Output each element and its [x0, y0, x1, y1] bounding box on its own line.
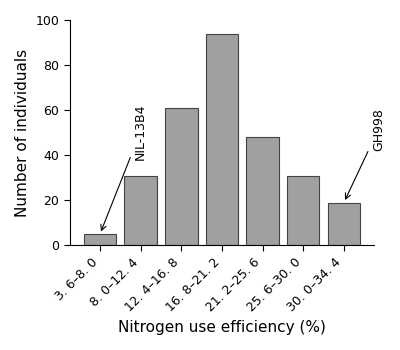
Bar	[246, 137, 279, 245]
X-axis label: Nitrogen use efficiency (%): Nitrogen use efficiency (%)	[118, 320, 326, 335]
Bar	[328, 203, 360, 245]
Bar	[165, 108, 198, 245]
Text: GH998: GH998	[346, 108, 385, 199]
Bar	[124, 176, 157, 245]
Text: NIL-13B4: NIL-13B4	[101, 103, 147, 230]
Y-axis label: Number of individuals: Number of individuals	[15, 49, 30, 217]
Bar	[287, 176, 320, 245]
Bar	[206, 34, 238, 245]
Bar	[84, 234, 116, 245]
